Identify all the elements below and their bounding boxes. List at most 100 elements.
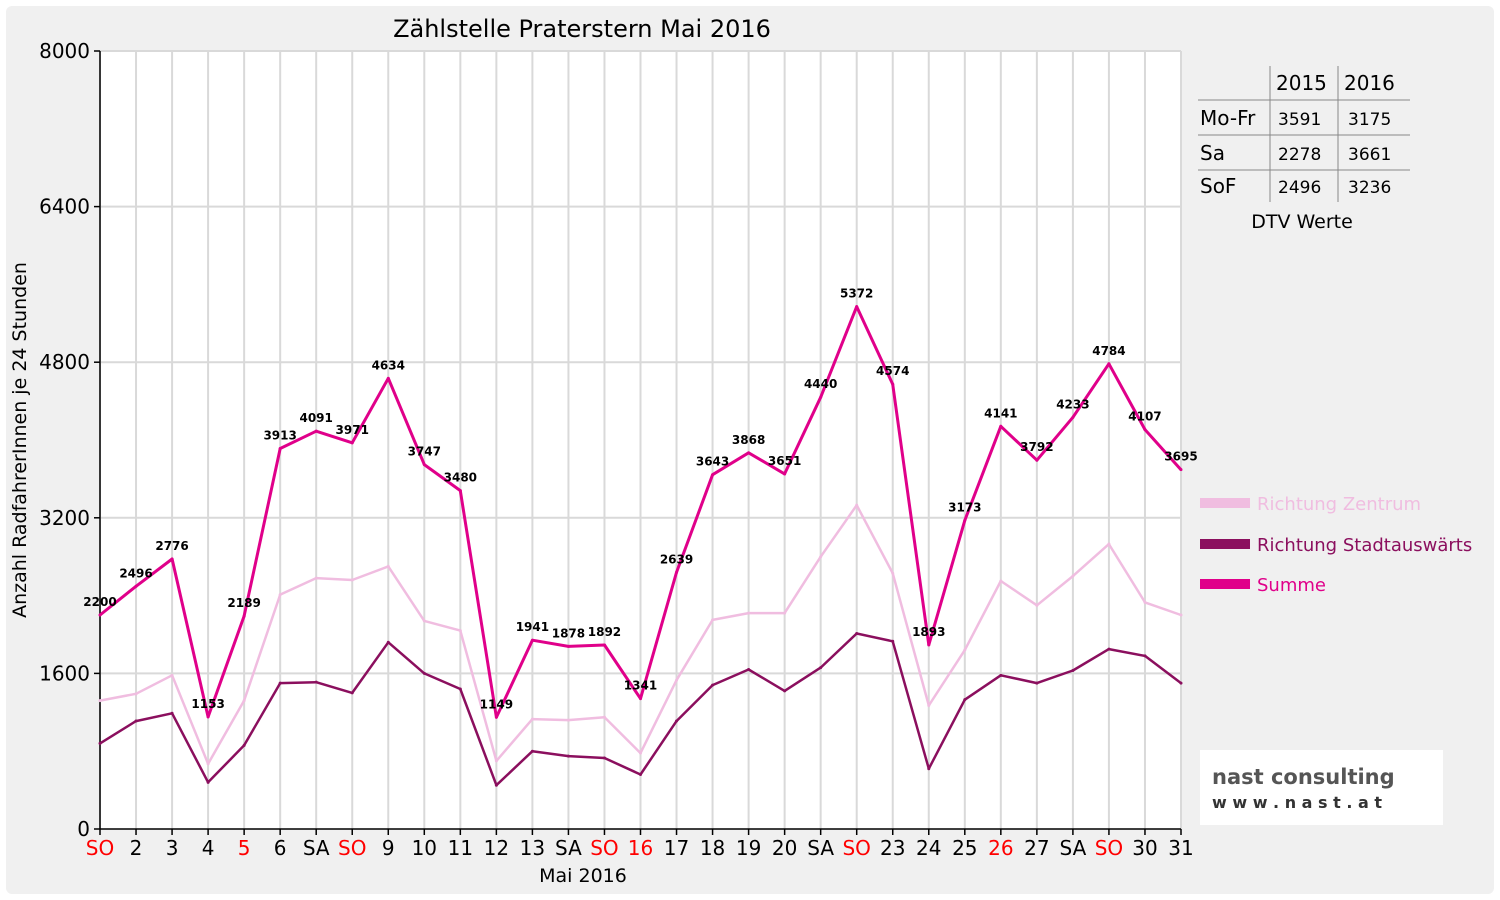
- y-axis-label: Anzahl RadfahrerInnen je 24 Stunden: [9, 262, 31, 618]
- data-point: [855, 503, 859, 507]
- x-tick-label: SO: [1095, 836, 1123, 860]
- x-tick-label: SO: [842, 836, 870, 860]
- x-tick-label: 25: [952, 836, 977, 860]
- data-point: [927, 643, 931, 647]
- y-tick-label: 0: [77, 817, 90, 841]
- data-point: [783, 611, 787, 615]
- x-tick-label: 23: [880, 836, 905, 860]
- legend-swatch: [1200, 579, 1250, 589]
- data-label: 2189: [227, 596, 260, 610]
- data-point: [386, 376, 390, 380]
- x-axis-label: Mai 2016: [539, 865, 627, 887]
- data-label: 3868: [732, 433, 765, 447]
- data-label: 3173: [948, 500, 981, 514]
- data-point: [98, 613, 102, 617]
- data-label: 4574: [876, 364, 909, 378]
- data-point: [242, 699, 246, 703]
- data-point: [1107, 647, 1111, 651]
- data-point: [1035, 603, 1039, 607]
- data-point: [350, 441, 354, 445]
- data-point: [927, 703, 931, 707]
- data-point: [386, 640, 390, 644]
- x-tick-label: SA: [555, 836, 582, 860]
- legend: Richtung Zentrum Richtung Stadtauswärts Su…: [1200, 494, 1472, 596]
- data-point: [458, 629, 462, 633]
- x-tick-label: 3: [166, 836, 179, 860]
- y-tick-label: 4800: [39, 350, 90, 374]
- data-point: [458, 489, 462, 493]
- data-point: [566, 754, 570, 758]
- data-point: [1179, 613, 1183, 617]
- data-point: [530, 749, 534, 753]
- legend-swatch: [1200, 539, 1250, 549]
- x-tick-label: SO: [338, 836, 366, 860]
- data-point: [98, 741, 102, 745]
- data-label: 4141: [984, 406, 1017, 420]
- data-point: [530, 717, 534, 721]
- data-point: [1071, 574, 1075, 578]
- data-point: [999, 579, 1003, 583]
- data-point: [711, 683, 715, 687]
- legend-swatch: [1200, 498, 1250, 508]
- data-point: [1071, 668, 1075, 672]
- dtv-header-2015: 2015: [1276, 71, 1327, 95]
- data-point: [422, 463, 426, 467]
- y-tick-label: 3200: [39, 506, 90, 530]
- data-label: 3695: [1164, 450, 1197, 464]
- data-point: [963, 698, 967, 702]
- data-label: 3971: [336, 423, 369, 437]
- data-point: [1035, 681, 1039, 685]
- data-point: [927, 767, 931, 771]
- data-point: [855, 305, 859, 309]
- data-label: 1878: [552, 626, 585, 640]
- data-point: [242, 614, 246, 618]
- dtv-row-label-sa: Sa: [1200, 141, 1225, 165]
- data-point: [819, 666, 823, 670]
- x-tick-label: 31: [1168, 836, 1193, 860]
- data-point: [602, 756, 606, 760]
- x-tick-label: 11: [448, 836, 473, 860]
- data-point: [783, 472, 787, 476]
- data-point: [747, 451, 751, 455]
- data-label: 4634: [372, 358, 405, 372]
- dtv-cell-sa-2015: 2278: [1278, 145, 1321, 165]
- dtv-cell-mofr-2016: 3175: [1348, 110, 1391, 130]
- x-tick-label: SA: [807, 836, 834, 860]
- data-point: [675, 570, 679, 574]
- x-tick-label: 27: [1024, 836, 1049, 860]
- data-point: [98, 699, 102, 703]
- data-point: [350, 691, 354, 695]
- data-label: 4091: [299, 411, 332, 425]
- data-point: [747, 668, 751, 672]
- data-label: 1153: [191, 697, 224, 711]
- data-label: 4107: [1128, 410, 1161, 424]
- data-point: [278, 593, 282, 597]
- data-point: [1179, 681, 1183, 685]
- data-label: 3913: [263, 428, 296, 442]
- data-point: [675, 678, 679, 682]
- data-label: 2639: [660, 552, 693, 566]
- data-point: [1143, 600, 1147, 604]
- logo-name: nast consulting: [1212, 765, 1395, 789]
- dtv-cell-mofr-2015: 3591: [1278, 110, 1321, 130]
- x-tick-label: 13: [520, 836, 545, 860]
- dtv-cell-sof-2016: 3236: [1348, 178, 1391, 198]
- y-tick-label: 6400: [39, 195, 90, 219]
- data-point: [530, 638, 534, 642]
- data-point: [1035, 458, 1039, 462]
- data-label: 5372: [840, 287, 873, 301]
- data-label: 1893: [912, 625, 945, 639]
- data-label: 2200: [83, 595, 116, 609]
- data-label: 3480: [444, 471, 477, 485]
- data-point: [278, 681, 282, 685]
- data-label: 3747: [408, 445, 441, 459]
- dtv-cell-sof-2015: 2496: [1278, 178, 1321, 198]
- data-point: [170, 557, 174, 561]
- data-point: [314, 680, 318, 684]
- data-point: [602, 643, 606, 647]
- data-point: [422, 619, 426, 623]
- nast-logo: nast consulting w w w . n a s t . a t: [1200, 750, 1443, 825]
- data-point: [134, 692, 138, 696]
